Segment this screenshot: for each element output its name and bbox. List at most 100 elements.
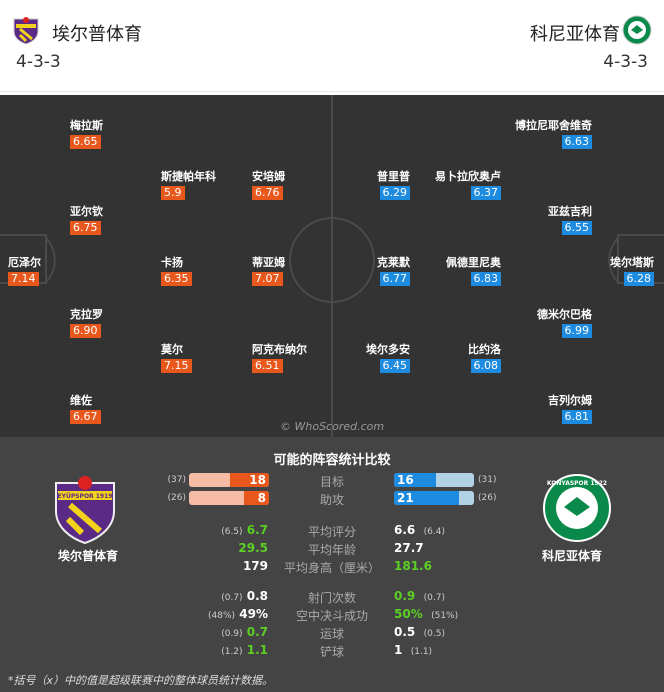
home-logo-text: EYÜPSPOR 1919 — [58, 493, 113, 500]
home-value: 6.7 — [246, 523, 268, 537]
stat-row: 29.5 平均年龄 27.7 — [0, 541, 664, 557]
home-avg: (26) — [167, 493, 186, 503]
player[interactable]: 阿克布纳尔 6.51 — [252, 341, 307, 373]
player[interactable]: 厄泽尔 7.14 — [8, 254, 41, 286]
home-formation: 4-3-3 — [16, 52, 61, 72]
away-value: 16 — [394, 473, 436, 487]
player-name: 克莱默 — [377, 256, 410, 269]
stat-label: 射门次数 — [307, 591, 356, 605]
away-value: 0.9 — [394, 589, 416, 603]
away-team-name[interactable]: 科尼亚体育 — [530, 24, 620, 45]
away-value: 6.6 — [394, 523, 416, 537]
stat-row: (48%) 49% 空中决斗成功 50% (51%) — [0, 607, 664, 623]
home-avg: (48%) — [208, 611, 236, 621]
player-name: 比约洛 — [468, 343, 501, 356]
away-value: 0.5 — [394, 625, 416, 639]
match-header: 埃尔普体育 4-3-3 科尼亚体育 4-3-3 — [0, 0, 664, 92]
player-rating: 5.9 — [161, 186, 185, 200]
home-team-logo — [13, 17, 39, 45]
away-avg: (1.1) — [410, 647, 433, 657]
home-big-logo: EYÜPSPOR 1919 — [55, 476, 115, 545]
player-name: 佩德里尼奥 — [446, 256, 501, 269]
player[interactable]: 克莱默 6.77 — [377, 254, 410, 286]
player[interactable]: 克拉罗 6.90 — [70, 306, 103, 338]
away-avg: (26) — [478, 493, 497, 503]
away-bar: 16 — [394, 473, 474, 487]
player-name: 斯捷帕年科 — [161, 170, 216, 183]
player-rating: 6.77 — [379, 272, 410, 286]
away-avg: (51%) — [431, 611, 459, 621]
player[interactable]: 安培姆 6.76 — [252, 168, 285, 200]
away-avg: (6.4) — [423, 527, 445, 537]
player-name: 卡扬 — [161, 256, 183, 269]
player[interactable]: 亚尔钦 6.75 — [70, 203, 103, 235]
stat-label: 运球 — [319, 627, 344, 641]
player[interactable]: 维佐 6.67 — [70, 392, 101, 424]
stat-row: (1.2) 1.1 铲球 1 (1.1) — [0, 643, 664, 659]
player[interactable]: 莫尔 7.15 — [161, 341, 192, 373]
player[interactable]: 易卜拉欣奥卢 6.37 — [435, 168, 501, 200]
player[interactable]: 佩德里尼奥 6.83 — [446, 254, 501, 286]
player-name: 维佐 — [70, 394, 92, 407]
player-rating: 6.55 — [561, 221, 592, 235]
player-rating: 6.81 — [561, 410, 592, 424]
stat-row: (6.5) 6.7 平均评分 6.6 (6.4) — [0, 523, 664, 539]
player-rating: 6.29 — [379, 186, 410, 200]
player-rating: 6.90 — [70, 324, 101, 338]
player-name: 亚兹吉利 — [548, 205, 592, 218]
player[interactable]: 埃尔塔斯 6.28 — [610, 254, 654, 286]
player-name: 博拉尼耶舍维奇 — [515, 119, 592, 132]
player-name: 克拉罗 — [70, 308, 103, 321]
player[interactable]: 比约洛 6.08 — [468, 341, 501, 373]
player[interactable]: 亚兹吉利 6.55 — [548, 203, 592, 235]
player-rating: 6.35 — [161, 272, 192, 286]
player-rating: 6.99 — [561, 324, 592, 338]
player[interactable]: 德米尔巴格 6.99 — [537, 306, 592, 338]
player[interactable]: 普里普 6.29 — [377, 168, 410, 200]
stat-label: 空中决斗成功 — [295, 609, 368, 623]
player[interactable]: 卡扬 6.35 — [161, 254, 192, 286]
player[interactable]: 埃尔多安 6.45 — [366, 341, 410, 373]
player-name: 德米尔巴格 — [537, 308, 592, 321]
player-name: 易卜拉欣奥卢 — [435, 170, 501, 183]
home-value: 0.8 — [246, 589, 268, 603]
home-bar: 18 — [189, 473, 269, 487]
player[interactable]: 斯捷帕年科 5.9 — [161, 168, 216, 200]
player-rating: 6.37 — [470, 186, 501, 200]
comparison-title: 可能的阵容统计比较 — [273, 453, 391, 468]
away-avg: (0.7) — [423, 593, 445, 603]
player-rating: 6.83 — [470, 272, 501, 286]
away-value: 1 — [394, 643, 403, 657]
stat-label: 平均年龄 — [307, 543, 356, 557]
home-value: 8 — [244, 491, 269, 505]
home-team-name[interactable]: 埃尔普体育 — [52, 24, 142, 45]
player[interactable]: 梅拉斯 6.65 — [70, 117, 103, 149]
player[interactable]: 吉列尔姆 6.81 — [548, 392, 592, 424]
stat-label: 平均评分 — [307, 525, 356, 539]
away-team-logo — [622, 15, 652, 45]
pitch: 梅拉斯 6.65 斯捷帕年科 5.9 安培姆 6.76 亚尔钦 6.75 厄泽尔 7.14 卡扬 6.… — [0, 95, 664, 437]
stat-label: 助攻 — [319, 493, 344, 507]
player-name: 蒂亚姆 — [252, 256, 285, 269]
player-rating: 6.65 — [70, 135, 101, 149]
player[interactable]: 博拉尼耶舍维奇 6.63 — [515, 117, 592, 149]
away-avg: (0.5) — [423, 629, 445, 639]
player-name: 安培姆 — [252, 170, 285, 183]
player-name: 吉列尔姆 — [548, 394, 592, 407]
home-avg: (37) — [167, 475, 186, 485]
stat-row: (0.7) 0.8 射门次数 0.9 (0.7) — [0, 589, 664, 605]
player[interactable]: 蒂亚姆 7.07 — [252, 254, 285, 286]
home-value: 49% — [239, 607, 268, 621]
home-avg: (1.2) — [221, 647, 243, 657]
player-name: 阿克布纳尔 — [252, 343, 307, 356]
player-rating: 7.07 — [252, 272, 283, 286]
player-rating: 6.76 — [252, 186, 283, 200]
stat-label: 平均身高（厘米） — [283, 561, 380, 575]
player-rating: 7.15 — [161, 359, 192, 373]
home-team-label: 埃尔普体育 — [58, 549, 119, 563]
stat-row: 179 平均身高（厘米） 181.6 — [0, 559, 664, 575]
player-rating: 6.28 — [623, 272, 654, 286]
away-logo-text: KONYASPOR 1922 — [547, 480, 607, 487]
player-name: 埃尔塔斯 — [610, 256, 654, 269]
home-value: 0.7 — [246, 625, 268, 639]
